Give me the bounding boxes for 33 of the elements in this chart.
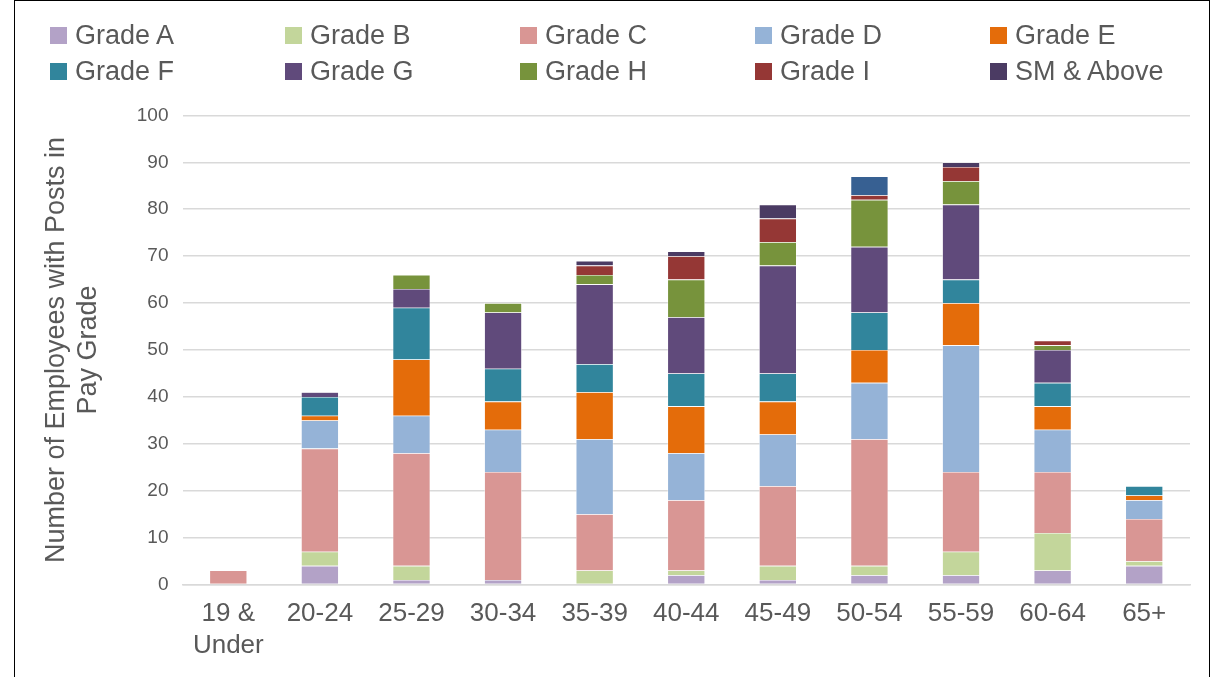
y-tick-label: 50 bbox=[147, 338, 169, 360]
x-tick-label: 30-34 bbox=[469, 597, 537, 628]
x-tick-label: 50-54 bbox=[836, 597, 903, 628]
x-tick-label: 35-39 bbox=[561, 597, 628, 628]
legend-label: Grade G bbox=[310, 55, 414, 88]
x-tick-label: 40-44 bbox=[653, 597, 720, 628]
y-tick-label: 30 bbox=[147, 432, 169, 454]
legend-label: Grade H bbox=[545, 55, 648, 88]
x-tick-label: 45-49 bbox=[744, 597, 812, 628]
x-tick-label: 19 & Under bbox=[192, 597, 265, 659]
y-tick-label: 10 bbox=[147, 525, 169, 547]
y-tick-label: 80 bbox=[147, 197, 169, 219]
y-tick-label: 20 bbox=[147, 478, 169, 500]
legend-label: Grade I bbox=[780, 55, 871, 88]
legend-label: Grade C bbox=[545, 19, 648, 52]
y-tick-label: 40 bbox=[147, 385, 169, 407]
legend-label: Grade F bbox=[75, 55, 175, 88]
legend-label: SM & Above bbox=[1015, 55, 1164, 88]
legend-label: Grade A bbox=[75, 19, 175, 52]
legend-label: Grade D bbox=[780, 19, 883, 52]
x-tick-label: 20-24 bbox=[286, 597, 354, 628]
x-tick-label: 25-29 bbox=[378, 597, 445, 628]
y-tick-label: 100 bbox=[136, 103, 169, 125]
legend-label: Grade B bbox=[310, 19, 411, 52]
y-tick-label: 0 bbox=[157, 572, 169, 594]
legend-label: Grade E bbox=[1015, 19, 1116, 52]
y-tick-label: 70 bbox=[147, 244, 169, 266]
y-tick-label: 60 bbox=[147, 291, 169, 313]
x-tick-label: 55-59 bbox=[927, 597, 995, 628]
x-tick-label: 60-64 bbox=[1019, 597, 1086, 628]
x-tick-label: 65+ bbox=[1122, 597, 1167, 628]
y-tick-label: 90 bbox=[147, 150, 169, 172]
y-axis-title: Number of Employees with Posts in Pay Grade bbox=[39, 136, 103, 564]
